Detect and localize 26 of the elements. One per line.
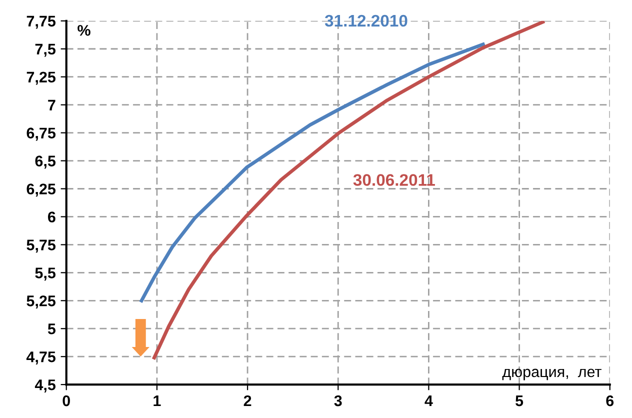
y-tick-label: 5 xyxy=(48,324,56,334)
y-tick-label: 5,5 xyxy=(35,268,56,281)
y-tick-label: 6,25 xyxy=(26,184,56,197)
text: 30.06.2011 xyxy=(353,174,435,186)
y-tick-label: 7,5 xyxy=(35,44,56,57)
x-tick-label: 6 xyxy=(606,395,614,406)
text: 31.12.2010 xyxy=(324,14,408,27)
y-tick-label: 6,75 xyxy=(26,128,56,141)
x-axis-title: дюрация, лет xyxy=(502,368,602,380)
x-tick-label: 0 xyxy=(62,395,70,406)
y-tick-label: 7,75 xyxy=(26,16,56,29)
y-tick-label: 5,25 xyxy=(26,296,56,309)
y-tick-label: 4,5 xyxy=(34,380,56,392)
y-tick-label: 4,75 xyxy=(26,352,56,364)
y-tick-label: 6 xyxy=(48,212,56,222)
x-tick-label: 2 xyxy=(244,395,252,406)
line-series xyxy=(140,42,485,302)
y-axis-title: % xyxy=(78,24,90,36)
x-tick-label: 3 xyxy=(334,395,342,406)
x-tick-label: 5 xyxy=(516,396,524,406)
y-tick-label: 6,5 xyxy=(35,156,56,169)
x-tick-label: 4 xyxy=(424,396,433,406)
x-tick-label: 1 xyxy=(154,396,161,406)
y-tick-label: 5,75 xyxy=(26,240,56,253)
y-tick-label: 7,25 xyxy=(26,72,56,85)
y-tick-label: 7 xyxy=(48,100,56,110)
